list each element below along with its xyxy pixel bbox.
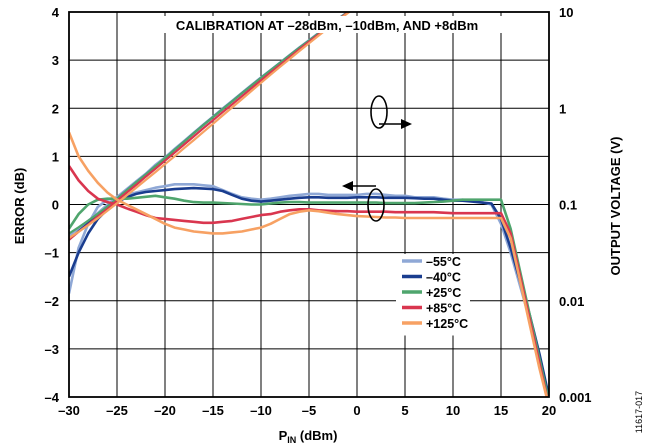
y-left-tick-label: 2 bbox=[52, 101, 59, 116]
vout-group-ellipse bbox=[370, 95, 388, 129]
x-tick-label: –20 bbox=[154, 403, 176, 418]
x-tick-label: –15 bbox=[202, 403, 224, 418]
legend-label: –55°C bbox=[426, 255, 461, 269]
y-left-tick-labels: 4 3 2 1 0 –1 –2 –3 –4 bbox=[45, 5, 60, 405]
y-right-tick-label: 0.01 bbox=[559, 294, 584, 309]
error-line bbox=[69, 131, 548, 397]
y-left-tick-label: –2 bbox=[45, 294, 59, 309]
figure-id: 11617-017 bbox=[634, 391, 644, 433]
x-tick-label: 20 bbox=[542, 403, 556, 418]
annotation-background bbox=[142, 16, 515, 33]
y-left-tick-label: 1 bbox=[52, 149, 59, 164]
y-left-axis-label: ERROR (dB) bbox=[12, 168, 27, 245]
x-tick-label: –10 bbox=[250, 403, 272, 418]
y-right-axis-label: OUTPUT VOLTAGE (V) bbox=[608, 137, 623, 276]
x-tick-label: 0 bbox=[353, 403, 360, 418]
x-tick-label: 10 bbox=[446, 403, 460, 418]
output-voltage-line bbox=[69, 12, 351, 241]
y-left-tick-label: –4 bbox=[45, 390, 60, 405]
legend-label: +125°C bbox=[426, 317, 468, 331]
legend: –55°C –40°C+25°C +85°C+125°C bbox=[396, 254, 470, 336]
legend-label: –40°C bbox=[426, 271, 461, 285]
output-voltage-line bbox=[69, 12, 352, 239]
x-tick-label: 5 bbox=[401, 403, 408, 418]
y-right-tick-label: 0.1 bbox=[559, 198, 577, 213]
x-tick-label: –5 bbox=[302, 403, 316, 418]
y-left-tick-label: –1 bbox=[45, 246, 59, 261]
right-arrow-icon bbox=[401, 119, 412, 129]
error-group-ellipse bbox=[367, 188, 385, 222]
legend-label: +25°C bbox=[426, 286, 461, 300]
x-axis-label: PIN (dBm) bbox=[279, 428, 338, 445]
y-left-tick-label: –3 bbox=[45, 342, 59, 357]
x-tick-label: 15 bbox=[494, 403, 508, 418]
legend-label: +85°C bbox=[426, 302, 461, 316]
error-line bbox=[69, 186, 549, 397]
y-right-tick-label: 10 bbox=[559, 5, 573, 20]
y-right-tick-label: 0.001 bbox=[559, 390, 592, 405]
y-left-tick-label: 3 bbox=[52, 53, 59, 68]
series-group bbox=[69, 12, 549, 397]
left-arrow-icon bbox=[342, 181, 353, 191]
y-right-tick-label: 1 bbox=[559, 101, 566, 116]
y-left-tick-label: 4 bbox=[52, 5, 60, 20]
plot-frame bbox=[68, 11, 550, 398]
calibration-annotation: CALIBRATION AT –28dBm, –10dBm, AND +8dBm bbox=[176, 18, 478, 33]
y-left-tick-label: 0 bbox=[52, 198, 59, 213]
x-tick-label: –25 bbox=[106, 403, 128, 418]
x-tick-labels: –30 –25 –20 –15 –10 –5 0 5 10 15 20 bbox=[58, 403, 556, 418]
error-line bbox=[69, 194, 549, 397]
x-tick-label: –30 bbox=[58, 403, 80, 418]
y-right-tick-labels: 10 1 0.1 0.01 0.001 bbox=[559, 5, 592, 405]
